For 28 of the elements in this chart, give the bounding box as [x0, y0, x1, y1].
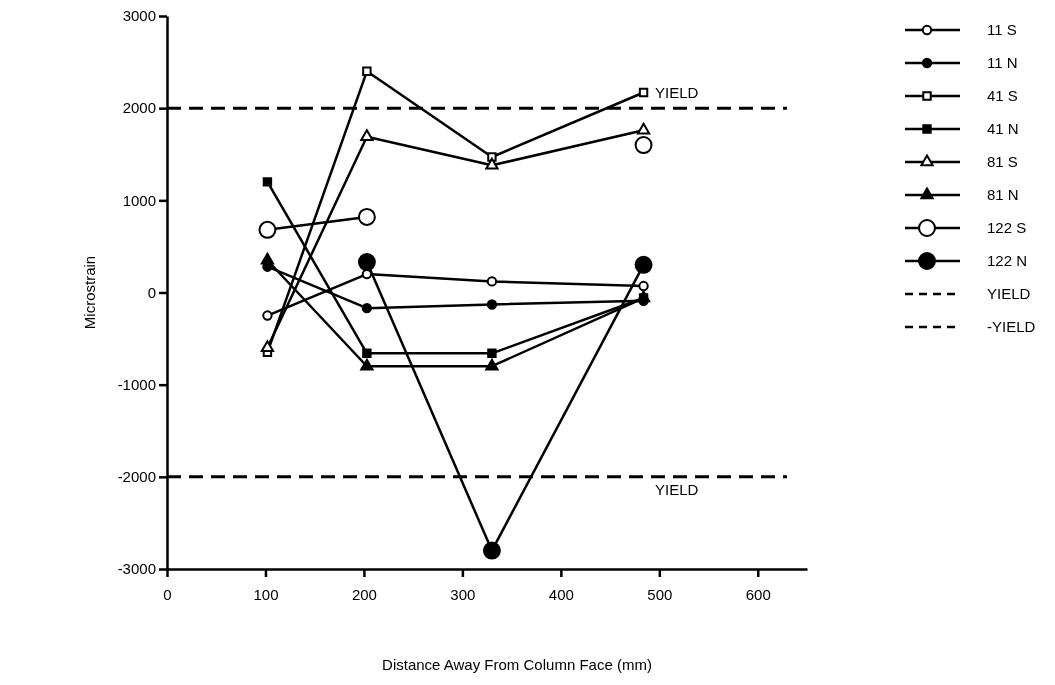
legend-label: 81 S: [987, 153, 1018, 171]
x-tick-label: 200: [351, 585, 377, 603]
y-tick-label: 0: [147, 283, 156, 301]
legend-label: YIELD: [987, 285, 1031, 303]
y-tick-label: 1000: [122, 191, 156, 209]
y-tick-label: 3000: [122, 7, 156, 25]
x-tick-label: 0: [163, 585, 172, 603]
x-tick-label: 600: [745, 585, 771, 603]
legend-label: 122 S: [987, 219, 1027, 237]
x-tick-label: 500: [647, 585, 673, 603]
legend-label: 122 N: [987, 252, 1028, 270]
legend-label: 41 N: [987, 120, 1019, 138]
legend-label: 11 N: [987, 54, 1018, 72]
x-axis-title: Distance Away From Column Face (mm): [382, 656, 652, 673]
legend-label: 41 S: [987, 87, 1018, 105]
y-tick-label: 2000: [122, 99, 156, 117]
x-tick-label: 400: [548, 585, 574, 603]
y-axis-title: Microstrain: [81, 255, 98, 330]
y-tick-label: -2000: [117, 468, 156, 486]
annotation: YIELD: [655, 481, 699, 499]
legend-label: 81 N: [987, 186, 1019, 204]
legend-label: 11 S: [987, 21, 1017, 39]
x-tick-label: 100: [253, 585, 279, 603]
y-tick-label: -1000: [117, 375, 156, 393]
x-tick-label: 300: [450, 585, 476, 603]
annotation: YIELD: [655, 84, 699, 102]
y-tick-label: -3000: [117, 560, 156, 578]
legend-label: -YIELD: [987, 318, 1036, 336]
